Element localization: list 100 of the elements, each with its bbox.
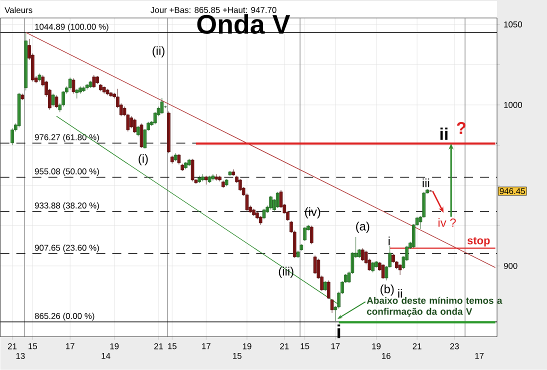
candlestick — [276, 192, 280, 208]
candlestick — [38, 73, 42, 82]
candlestick — [201, 174, 204, 182]
text: Jour +Bas: 865.85 +Haut: 947.70 — [150, 7, 276, 14]
candlestick — [381, 264, 385, 280]
x-tick-label: 17 — [331, 343, 340, 350]
x-tick-label: 21 — [412, 343, 422, 350]
x-tick-label: 23 — [450, 343, 459, 350]
x-tick-label: 15 — [300, 343, 310, 350]
candlestick — [133, 118, 136, 134]
x-tick-label: 19 — [372, 343, 381, 350]
candlestick — [102, 86, 106, 94]
annotation: i — [388, 236, 390, 246]
candlestick — [82, 86, 86, 92]
annotation: (a) — [356, 222, 370, 233]
text: 17 — [475, 353, 484, 359]
candlestick — [324, 281, 327, 292]
candlestick — [170, 156, 174, 164]
candlestick — [330, 298, 334, 314]
chart-title: Onda V — [197, 14, 290, 34]
ref-line-label: 907.65 (23.60 %) — [34, 244, 99, 253]
annotation: (iv) — [305, 207, 320, 218]
candlestick — [222, 180, 225, 188]
ref-line-label: 955.08 (50.00 %) — [34, 168, 99, 176]
annotation: ii — [440, 128, 448, 140]
annotation: iii — [422, 178, 430, 188]
candlestick — [136, 126, 140, 137]
y-tick-label: 1000 — [504, 102, 522, 108]
annotation: (b) — [380, 284, 394, 296]
candlestick — [228, 170, 232, 176]
ref-line-label: 865.26 (0.00 %) — [34, 312, 94, 321]
x-tick-label: 15 — [28, 343, 38, 350]
annotation: iv ? — [438, 218, 456, 227]
candlestick — [54, 95, 58, 108]
candlestick — [310, 226, 314, 245]
x-tick-label: 21 — [154, 343, 163, 350]
candlestick — [109, 92, 113, 98]
candlestick — [218, 176, 222, 182]
candlestick — [20, 94, 24, 100]
annotation: stop — [467, 237, 490, 247]
x-tick-label: 17 — [66, 343, 74, 350]
candlestick — [184, 162, 188, 170]
text: Valeurs — [4, 7, 32, 14]
candlestick — [85, 84, 89, 90]
annotation: i — [338, 324, 340, 338]
candlestick — [224, 178, 228, 187]
annotation: (iii) — [278, 266, 294, 278]
text: 15 — [233, 353, 242, 359]
candlestick — [252, 208, 256, 216]
ref-line-label: 1044.89 (100.00 %) — [35, 24, 108, 32]
candlestick — [269, 196, 272, 210]
ref-line-label: 976.27 (61.80 %) — [34, 134, 99, 142]
candlestick — [72, 78, 76, 94]
candlestick — [211, 174, 215, 181]
candlestick — [78, 86, 82, 94]
candlestick — [160, 98, 164, 114]
candlestick — [190, 158, 194, 182]
x-tick-label: 19 — [110, 343, 119, 350]
x-tick-label: 21 — [8, 343, 17, 350]
candlestick — [188, 158, 191, 166]
candlestick — [371, 262, 375, 273]
text: 16 — [382, 353, 390, 360]
candlestick — [24, 32, 28, 91]
x-tick-label: 21 — [280, 343, 289, 350]
annotation: ? — [456, 122, 466, 134]
text: 946.45 — [500, 188, 525, 194]
candlestick — [96, 76, 99, 84]
candlestick — [92, 74, 96, 88]
candlestick — [106, 88, 110, 96]
candlestick — [99, 84, 102, 92]
candlestick — [167, 111, 170, 154]
candlestick — [214, 174, 218, 181]
candlestick — [232, 169, 236, 176]
annotation: (ii) — [152, 46, 164, 58]
candlestick — [208, 176, 212, 184]
candlestick — [204, 176, 208, 185]
y-tick-label: 900 — [504, 263, 518, 270]
candlestick — [326, 280, 330, 300]
y-tick-label: 1050 — [504, 22, 522, 28]
text: 13 — [16, 353, 25, 360]
candlestick — [51, 94, 55, 107]
candlestick — [398, 264, 402, 276]
annotation: Abaixo deste mínimo temos a confirmação da onda V — [366, 296, 502, 317]
annotation: ii — [398, 289, 402, 298]
candlestick — [130, 116, 133, 129]
candlestick — [68, 77, 72, 90]
candlestick — [174, 153, 178, 162]
ref-line-label: 933.88 (38.20 %) — [34, 202, 99, 210]
candlestick — [262, 208, 266, 220]
x-tick-label: 15 — [168, 343, 177, 350]
candlestick — [361, 248, 364, 262]
candlestick — [17, 92, 21, 128]
candlestick — [303, 227, 306, 242]
candlestick — [180, 164, 184, 172]
text: 14 — [102, 353, 110, 359]
candlestick — [198, 176, 202, 184]
annotation: (i) — [138, 154, 148, 166]
candlestick — [75, 88, 79, 99]
candlestick — [177, 154, 181, 165]
x-tick-label: 19 — [242, 343, 252, 350]
